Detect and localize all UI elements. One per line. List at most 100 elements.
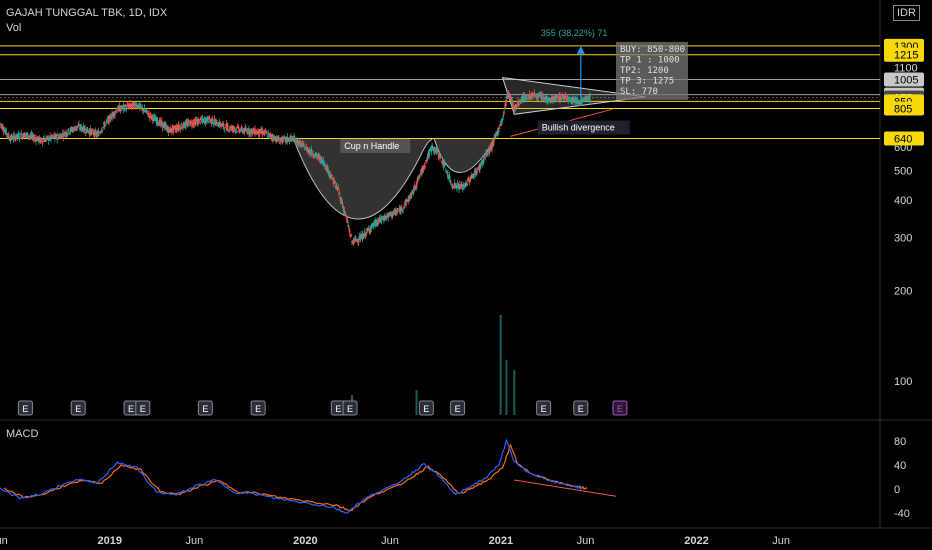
- candle-body: [405, 199, 407, 205]
- candle-body: [201, 117, 204, 121]
- candle-body: [139, 104, 142, 108]
- candle-body: [237, 126, 240, 129]
- candle-body: [115, 111, 118, 113]
- candle-body: [36, 138, 39, 141]
- candle-body: [548, 99, 551, 102]
- candle-body: [11, 139, 14, 141]
- candle-body: [486, 153, 489, 155]
- earnings-marker-label: E: [140, 404, 146, 414]
- level-label: 1005: [894, 75, 918, 87]
- candle-body: [410, 193, 412, 199]
- candle-body: [475, 170, 478, 174]
- candle-body: [303, 149, 306, 151]
- candle-body: [402, 209, 404, 211]
- candle-body: [329, 174, 332, 179]
- candle-body: [77, 124, 80, 126]
- divergence-label: Bullish divergence: [542, 123, 615, 133]
- candle-body: [375, 220, 378, 227]
- earnings-marker-label: E: [423, 404, 429, 414]
- candle-body: [513, 106, 516, 111]
- candle-body: [421, 167, 424, 169]
- candle-body: [213, 118, 216, 121]
- candle-body: [433, 147, 436, 152]
- candle-body: [564, 96, 567, 98]
- candle-body: [294, 141, 297, 144]
- candle-body: [244, 128, 247, 130]
- candle-body: [446, 172, 449, 174]
- candle-body: [580, 99, 583, 104]
- candle-body: [125, 108, 128, 110]
- candle-body: [63, 134, 66, 137]
- level-label: 1215: [894, 50, 918, 62]
- candle-body: [555, 96, 558, 98]
- candle-body: [105, 122, 107, 123]
- candle-body: [310, 149, 313, 155]
- candle-body: [344, 211, 346, 215]
- candle-body: [428, 151, 430, 157]
- candle-body: [148, 115, 151, 119]
- candle-body: [108, 116, 110, 123]
- candle-body: [351, 240, 354, 243]
- candle-body: [232, 126, 235, 130]
- candle-body: [172, 125, 175, 130]
- candle-body: [377, 222, 380, 224]
- candle-body: [13, 134, 16, 136]
- candle-body: [124, 104, 127, 107]
- candle-body: [359, 236, 362, 241]
- candle-body: [425, 159, 428, 162]
- candle-body: [46, 136, 48, 137]
- time-tick-label: Jun: [0, 535, 8, 547]
- candle-body: [231, 126, 234, 131]
- candle-body: [73, 126, 76, 128]
- candle-body: [34, 138, 36, 139]
- candle-body: [439, 155, 442, 158]
- currency-badge[interactable]: IDR: [893, 5, 920, 21]
- candle-body: [570, 97, 573, 102]
- candle-body: [114, 110, 117, 112]
- candle-body: [257, 129, 260, 135]
- candle-body: [215, 119, 218, 121]
- candle-body: [19, 137, 22, 139]
- candle-body: [518, 103, 520, 106]
- earnings-marker: [250, 400, 266, 416]
- candle-body: [170, 131, 173, 133]
- earnings-marker-label: E: [22, 404, 28, 414]
- candle-body: [376, 220, 379, 224]
- candle-body: [383, 216, 386, 221]
- candle-body: [448, 175, 451, 178]
- trade-box-line: BUY: 850-800: [620, 45, 685, 55]
- candle-body: [77, 125, 80, 128]
- candle-body: [296, 140, 299, 145]
- candle-body: [315, 154, 318, 158]
- candle-body: [273, 137, 276, 141]
- candle-body: [397, 210, 400, 212]
- candle-body: [423, 164, 426, 168]
- candle-body: [573, 98, 575, 102]
- candle-body: [102, 123, 105, 125]
- candle-body: [331, 175, 334, 177]
- divergence-line-macd: [514, 479, 617, 497]
- candle-body: [502, 115, 505, 117]
- earnings-marker-label: E: [455, 404, 461, 414]
- level-badge: [884, 72, 924, 87]
- candle-body: [562, 95, 565, 100]
- candle-body: [306, 149, 309, 153]
- candle-body: [481, 162, 483, 164]
- candle-body: [268, 133, 271, 135]
- candle-body: [289, 138, 292, 142]
- candle-body: [47, 137, 50, 142]
- candle-body: [265, 132, 268, 134]
- candle-body: [78, 128, 81, 129]
- candle-body: [58, 135, 61, 138]
- candle-body: [270, 134, 273, 138]
- candle-body: [447, 174, 449, 178]
- candle-body: [391, 214, 394, 217]
- candle-body: [202, 119, 205, 123]
- candle-body: [208, 116, 211, 120]
- candle-body: [403, 204, 406, 206]
- candle-body: [320, 158, 323, 159]
- candle-body: [362, 235, 365, 238]
- candle-body: [68, 133, 70, 135]
- candle-body: [92, 131, 95, 134]
